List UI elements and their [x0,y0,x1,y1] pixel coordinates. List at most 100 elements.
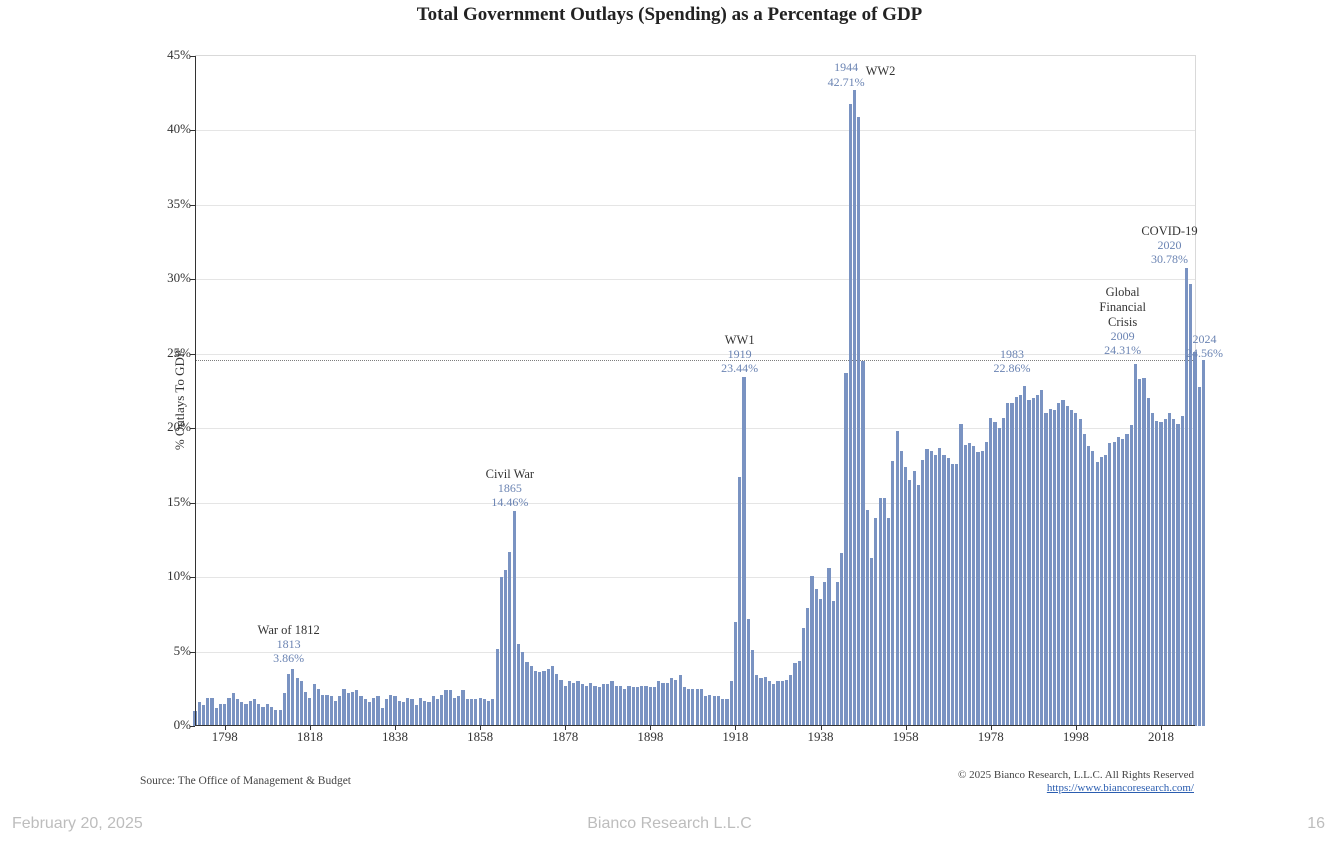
gridline [195,205,1195,206]
bar [1066,406,1069,726]
bar [874,518,877,726]
bar [585,686,588,726]
y-tick-label: 40% [167,121,191,137]
bar [300,681,303,726]
bar [985,442,988,726]
bar [504,570,507,726]
bar [398,701,401,726]
y-tick-label: 35% [167,196,191,212]
bar [219,704,222,726]
bar [1193,352,1196,726]
bar [793,663,796,726]
bar [708,695,711,726]
bar [870,558,873,726]
bar [253,699,256,726]
bar [747,619,750,726]
bar [568,681,571,726]
bar [789,675,792,726]
bar [279,710,282,726]
bar [1070,410,1073,726]
bar [674,680,677,726]
bar [857,117,860,726]
bar [725,699,728,726]
bar [296,678,299,726]
chart-annotation: WW1191923.44% [721,333,758,376]
x-tick-label: 1818 [297,729,323,745]
bar [444,690,447,726]
source-text: Source: The Office of Management & Budge… [140,775,351,787]
bar [496,649,499,726]
bar [1151,413,1154,726]
bar [751,650,754,726]
bar [372,698,375,726]
bar [844,373,847,726]
bar [215,708,218,726]
bar [900,451,903,726]
bar [836,582,839,726]
bar [721,699,724,726]
bar [321,695,324,726]
footer-page: 16 [1307,815,1325,833]
bar [521,652,524,726]
bar [559,680,562,726]
bar [461,690,464,726]
bar [1164,419,1167,726]
bar [1176,424,1179,726]
bar [1125,434,1128,726]
bar [1015,397,1018,726]
bar [432,696,435,726]
chart-annotation: COVID-19202030.78% [1141,224,1197,267]
bar [479,698,482,726]
bar [972,446,975,726]
bar [555,674,558,726]
bar [513,511,516,726]
x-tick-label: 1978 [978,729,1004,745]
bar [572,683,575,726]
bar [1198,387,1201,726]
bar [261,707,264,726]
slide-page: Total Government Outlays (Spending) as a… [0,0,1339,845]
bar [606,684,609,726]
reference-line [195,360,1195,361]
bar [806,608,809,726]
x-tick-label: 1998 [1063,729,1089,745]
copyright-block: © 2025 Bianco Research, L.L.C. All Right… [958,769,1194,795]
bar [1053,410,1056,726]
bar [896,431,899,726]
bar [236,699,239,726]
bar [781,681,784,726]
bar [389,695,392,726]
bar [772,684,775,726]
bar [798,661,801,727]
copyright-link[interactable]: https://www.biancoresearch.com/ [1047,782,1194,794]
bar [317,689,320,726]
bar [687,689,690,726]
bar [419,698,422,726]
bar [989,418,992,726]
bar [691,689,694,726]
bar [1049,409,1052,726]
bar [861,361,864,726]
bar [1104,455,1107,726]
gridline [195,279,1195,280]
bar [1142,378,1145,726]
bar [342,689,345,726]
bar [1202,360,1205,726]
gridline [195,130,1195,131]
bar [1091,451,1094,726]
bar [368,702,371,726]
y-tick-label: 20% [167,419,191,435]
bar [917,485,920,726]
gridline [195,354,1195,355]
bar [1138,379,1141,726]
bar [240,702,243,726]
bar [202,705,205,726]
bar [487,701,490,726]
bar [827,568,830,726]
bar [491,699,494,726]
bar [1121,439,1124,726]
chart-annotation: War of 181218133.86% [258,623,320,666]
bar [1155,421,1158,726]
y-tick-label: 10% [167,568,191,584]
bar [1019,395,1022,726]
